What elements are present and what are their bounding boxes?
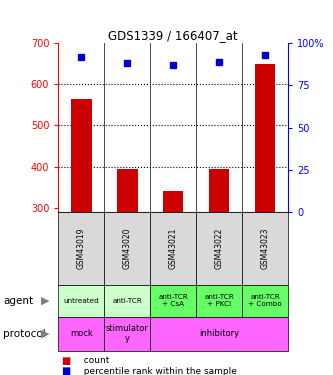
Bar (163, 191, 183, 212)
Text: ▶: ▶ (41, 296, 49, 306)
Text: stimulator
y: stimulator y (106, 324, 149, 344)
Bar (255, 64, 275, 212)
Text: GSM43021: GSM43021 (168, 228, 178, 269)
Text: mock: mock (70, 329, 93, 338)
Bar (209, 169, 229, 212)
Text: count: count (78, 356, 110, 365)
Text: untreated: untreated (63, 298, 99, 304)
Text: anti-TCR
+ CsA: anti-TCR + CsA (158, 294, 188, 307)
Bar (71, 99, 92, 212)
Text: GSM43020: GSM43020 (123, 228, 132, 269)
Text: GSM43022: GSM43022 (214, 228, 224, 269)
Text: ▶: ▶ (41, 329, 49, 339)
Text: anti-TCR: anti-TCR (112, 298, 142, 304)
Text: anti-TCR
+ Combo: anti-TCR + Combo (248, 294, 282, 307)
Text: ■: ■ (62, 356, 71, 366)
Text: GSM43023: GSM43023 (260, 228, 270, 269)
Bar (117, 169, 138, 212)
Text: ■: ■ (62, 366, 71, 375)
Text: inhibitory: inhibitory (199, 329, 239, 338)
Text: agent: agent (3, 296, 33, 306)
Text: percentile rank within the sample: percentile rank within the sample (78, 367, 237, 375)
Text: GSM43019: GSM43019 (77, 228, 86, 269)
Text: anti-TCR
+ PKCi: anti-TCR + PKCi (204, 294, 234, 307)
Title: GDS1339 / 166407_at: GDS1339 / 166407_at (108, 29, 238, 42)
Text: protocol: protocol (3, 329, 46, 339)
